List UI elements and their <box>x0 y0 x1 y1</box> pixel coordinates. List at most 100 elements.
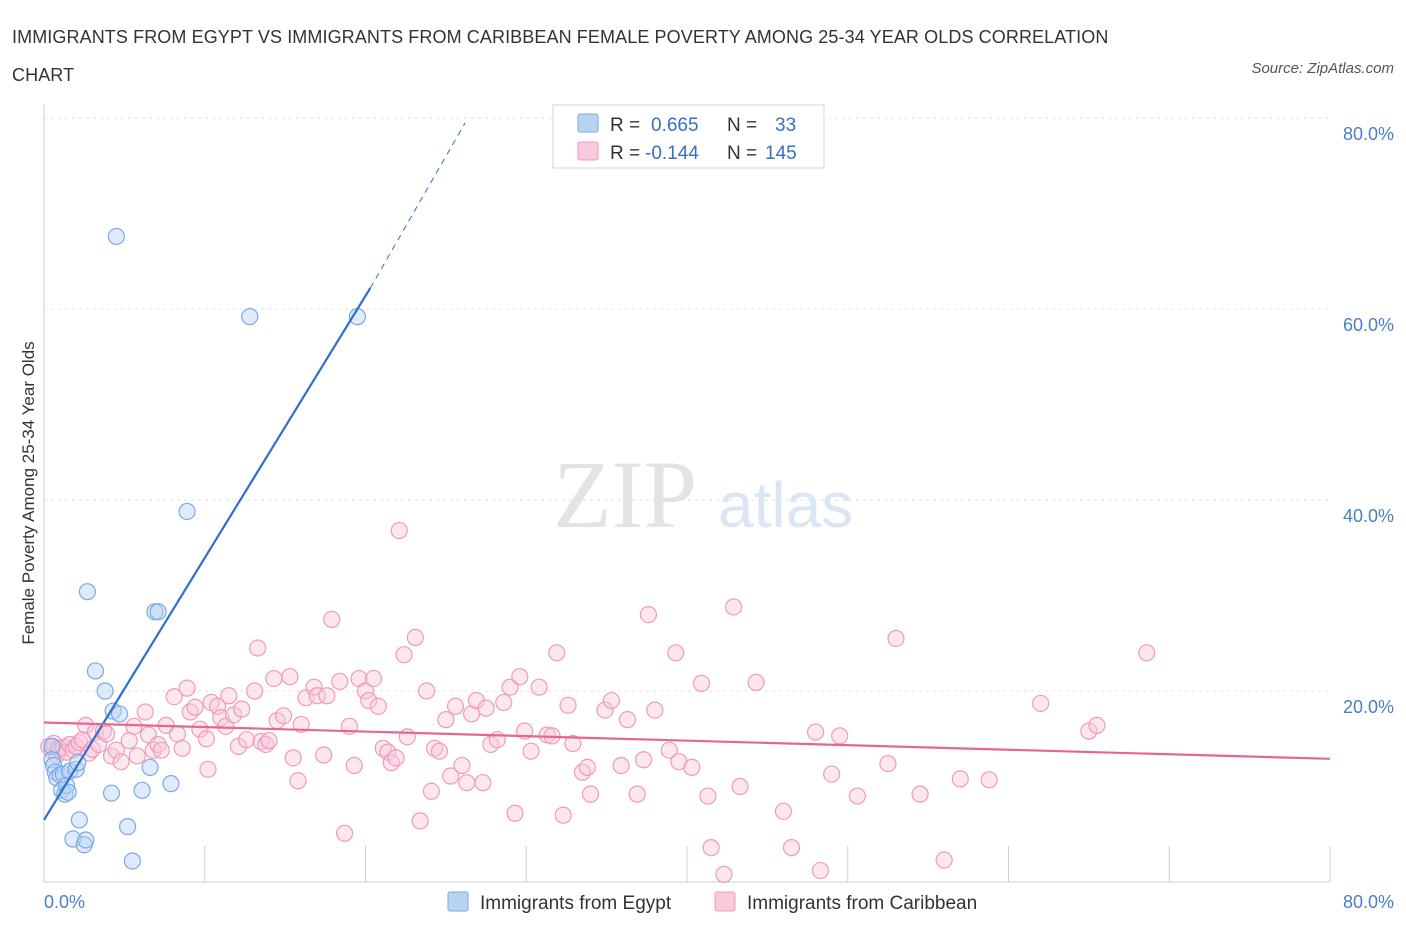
caribbean-point-125 <box>660 741 678 759</box>
caribbean-point-138 <box>806 723 825 741</box>
y-tick-labels: 80.0% 60.0% 40.0% 20.0% <box>1343 124 1394 717</box>
egypt-point-31 <box>162 775 180 793</box>
caribbean-points <box>40 521 1156 883</box>
caribbean-point-81 <box>390 521 408 540</box>
egypt-trend-extension <box>369 122 466 289</box>
caribbean-point-116 <box>581 785 600 803</box>
egypt-point-23 <box>107 227 125 246</box>
caribbean-point-131 <box>702 839 720 857</box>
caribbean-point-140 <box>823 765 841 783</box>
x-axis-ticks <box>43 846 1331 882</box>
caribbean-point-133 <box>725 598 743 616</box>
caribbean-point-128 <box>683 758 701 777</box>
caribbean-point-54 <box>260 732 278 750</box>
egypt-point-28 <box>141 758 159 777</box>
chart-title: IMMIGRANTS FROM EGYPT VS IMMIGRANTS FROM… <box>12 27 1109 85</box>
caribbean-point-26 <box>136 703 154 721</box>
caribbean-point-76 <box>369 697 387 715</box>
legend-swatch-egypt <box>577 113 599 133</box>
caribbean-point-152 <box>1138 644 1156 662</box>
caribbean-point-135 <box>747 673 765 692</box>
y-tick-label-20: 20.0% <box>1343 697 1394 717</box>
egypt-point-0 <box>43 737 61 755</box>
caribbean-point-87 <box>422 782 441 800</box>
caribbean-point-23 <box>120 732 138 750</box>
legend-swatch-caribbean <box>577 141 599 161</box>
legend-r-label-egypt: R = <box>610 115 640 136</box>
egypt-point-18 <box>78 583 97 601</box>
caribbean-point-67 <box>323 610 341 628</box>
caribbean-point-64 <box>308 687 326 705</box>
caribbean-point-50 <box>245 682 264 700</box>
legend-r-value-caribbean: -0.144 <box>645 143 699 164</box>
caribbean-point-59 <box>284 749 302 767</box>
caribbean-point-39 <box>197 730 215 748</box>
egypt-point-10 <box>59 783 77 801</box>
legend-n-label-egypt: N = <box>727 115 757 136</box>
caribbean-point-122 <box>634 751 653 769</box>
caribbean-point-30 <box>152 741 170 759</box>
caribbean-point-98 <box>477 699 495 717</box>
caribbean-point-148 <box>980 771 998 789</box>
y-tick-label-80: 80.0% <box>1343 124 1394 144</box>
egypt-point-17 <box>77 831 95 849</box>
caribbean-point-113 <box>564 734 582 753</box>
series-legend-label-egypt: Immigrants from Egypt <box>480 893 672 914</box>
caribbean-point-149 <box>1032 694 1050 713</box>
caribbean-point-61 <box>292 715 310 734</box>
caribbean-point-85 <box>411 812 429 830</box>
caribbean-point-120 <box>618 711 637 729</box>
caribbean-point-132 <box>715 865 733 883</box>
caribbean-point-36 <box>181 703 199 721</box>
caribbean-point-25 <box>128 747 146 765</box>
caribbean-point-130 <box>699 787 717 805</box>
caribbean-point-35 <box>178 679 196 697</box>
chart-source: Source: ZipAtlas.com <box>1251 60 1394 77</box>
caribbean-point-142 <box>848 787 866 805</box>
caribbean-point-94 <box>458 774 476 792</box>
egypt-point-32 <box>178 502 196 521</box>
caribbean-point-111 <box>554 806 572 824</box>
trend-lines <box>43 122 1331 821</box>
watermark-zip: ZIP <box>553 441 697 548</box>
caribbean-point-83 <box>398 728 416 746</box>
caribbean-point-60 <box>289 772 307 790</box>
caribbean-point-146 <box>935 851 953 869</box>
caribbean-point-123 <box>639 605 658 624</box>
caribbean-point-141 <box>831 727 849 745</box>
egypt-point-33 <box>241 308 259 326</box>
caribbean-point-106 <box>522 742 540 760</box>
caribbean-point-119 <box>612 756 630 775</box>
watermark: ZIP atlas <box>553 441 853 548</box>
series-legend: Immigrants from Egypt Immigrants from Ca… <box>447 891 977 914</box>
caribbean-point-151 <box>1088 716 1106 734</box>
caribbean-point-129 <box>692 674 711 692</box>
caribbean-point-107 <box>530 678 548 696</box>
caribbean-point-91 <box>442 767 460 785</box>
y-axis-label: Female Poverty Among 25-34 Year Olds <box>19 341 38 644</box>
caribbean-point-43 <box>212 709 230 727</box>
caribbean-point-55 <box>265 669 283 688</box>
correlation-legend: R = 0.665 N = 33 R = -0.144 N = 145 <box>552 104 825 169</box>
y-tick-label-60: 60.0% <box>1343 315 1394 335</box>
caribbean-point-40 <box>199 760 217 778</box>
caribbean-point-73 <box>356 682 375 700</box>
caribbean-point-115 <box>578 758 596 777</box>
legend-n-value-egypt: 33 <box>775 115 796 136</box>
caribbean-point-101 <box>495 693 513 712</box>
egypt-point-25 <box>118 818 137 836</box>
caribbean-point-19 <box>98 725 116 743</box>
caribbean-point-66 <box>318 687 336 705</box>
caribbean-point-118 <box>602 691 621 710</box>
caribbean-point-144 <box>887 629 905 648</box>
caribbean-point-34 <box>173 739 191 757</box>
caribbean-point-65 <box>315 746 333 764</box>
caribbean-point-45 <box>220 687 238 705</box>
egypt-point-15 <box>70 811 88 829</box>
caribbean-point-92 <box>446 697 465 715</box>
caribbean-point-82 <box>395 646 413 664</box>
caribbean-point-89 <box>430 742 449 760</box>
caribbean-point-90 <box>437 711 455 729</box>
caribbean-point-136 <box>774 802 793 820</box>
legend-r-value-egypt: 0.665 <box>651 115 699 136</box>
